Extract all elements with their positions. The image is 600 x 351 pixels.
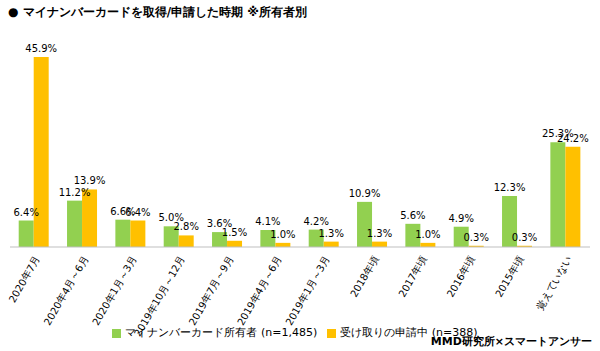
svg-text:24.2%: 24.2% [557, 133, 589, 144]
svg-text:13.9%: 13.9% [74, 175, 106, 186]
svg-text:12.3%: 12.3% [494, 182, 526, 193]
svg-text:6.4%: 6.4% [13, 207, 38, 218]
html-text:受け取りの申請中 (n=388): 受け取りの申請中 (n=388) [340, 326, 478, 339]
svg-text:2016年頃: 2016年頃 [445, 254, 477, 299]
svg-text:6.6%: 6.6% [110, 205, 136, 217]
svg-text:4.9%: 4.9% [448, 213, 473, 224]
svg-text:4.2%: 4.2% [303, 216, 328, 227]
svg-text:1.5%: 1.5% [222, 227, 247, 238]
svg-text:5.0%: 5.0% [158, 212, 184, 224]
svg-text:6.4%: 6.4% [125, 207, 150, 218]
svg-text:3.6%: 3.6% [206, 218, 233, 230]
svg-text:2015年頃: 2015年頃 [493, 254, 525, 299]
svg-text:1.0%: 1.0% [270, 229, 295, 240]
svg-text:0.3%: 0.3% [512, 232, 537, 243]
svg-text:2020年4月～6月: 2020年4月～6月 [42, 254, 91, 327]
svg-text:1.3%: 1.3% [318, 228, 343, 239]
svg-text:2019年1月～3月: 2019年1月～3月 [283, 254, 332, 327]
svg-text:2020年7月: 2020年7月 [8, 254, 42, 304]
svg-text:1.3%: 1.3% [367, 228, 392, 239]
svg-text:2019年7月～9月: 2019年7月～9月 [187, 254, 236, 327]
svg-text:2.8%: 2.8% [173, 221, 198, 232]
svg-text:2017年頃: 2017年頃 [396, 254, 428, 299]
svg-text:11.2%: 11.2% [59, 187, 91, 198]
svg-text:45.9%: 45.9% [25, 43, 57, 54]
svg-text:4.1%: 4.1% [255, 216, 280, 227]
svg-text:1.0%: 1.0% [415, 229, 440, 240]
svg-text:2020年1月～3月: 2020年1月～3月 [90, 254, 139, 327]
svg-text:0.3%: 0.3% [463, 232, 488, 243]
svg-text:2019年10月～12月: 2019年10月～12月 [132, 254, 187, 338]
svg-text:10.9%: 10.9% [349, 188, 381, 199]
svg-text:2018年頃: 2018年頃 [348, 254, 380, 299]
svg-text:2019年4月～6月: 2019年4月～6月 [235, 254, 284, 327]
html-text:● マイナンバーカードを取得/申請した時期 ※所有者別: ● マイナンバーカードを取得/申請した時期 ※所有者別 [8, 5, 307, 19]
html-text:マイナンバーカード所有者 (n=1,485): マイナンバーカード所有者 (n=1,485) [125, 326, 318, 339]
svg-text:覚えていない: 覚えていない [534, 254, 574, 311]
svg-text:5.6%: 5.6% [400, 210, 425, 221]
html-text:MMD研究所×スマートアンサー: MMD研究所×スマートアンサー [430, 335, 592, 348]
